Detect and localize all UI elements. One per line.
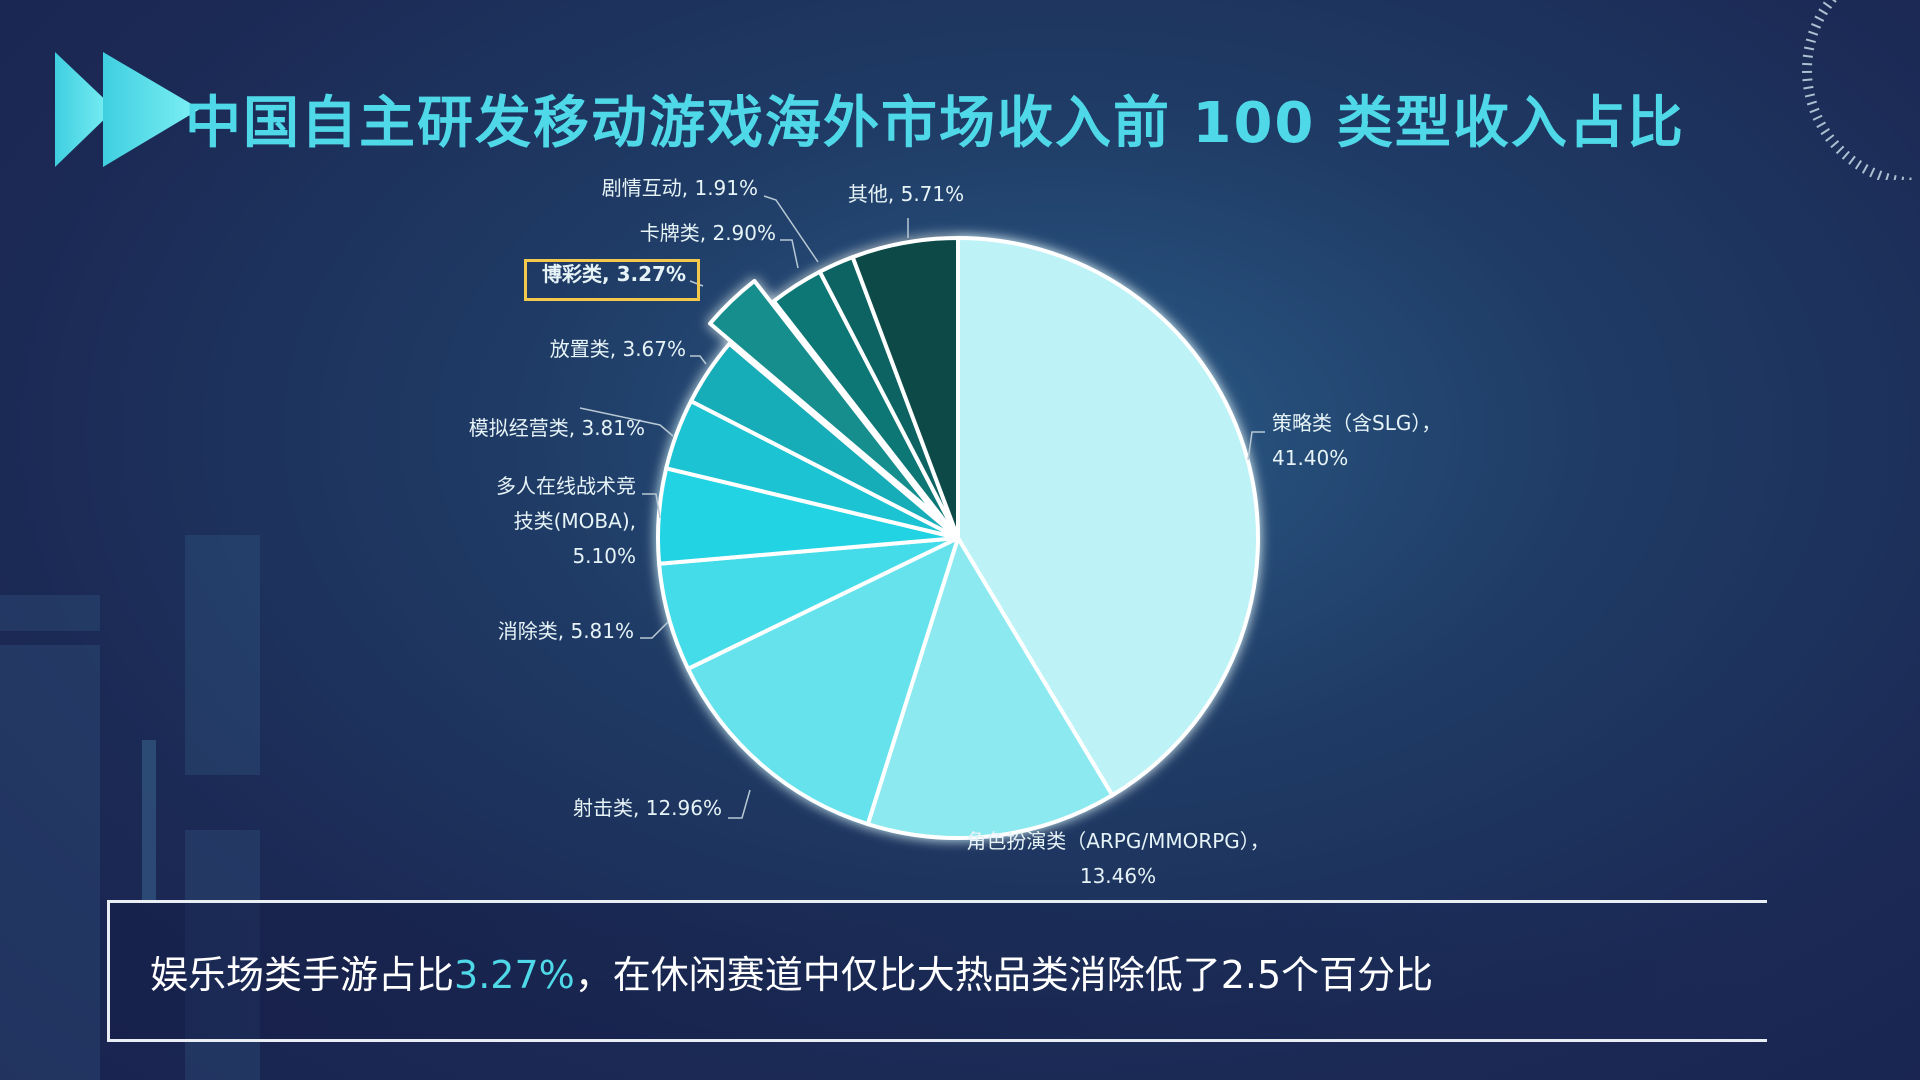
leader-line bbox=[579, 407, 674, 437]
leader-line bbox=[642, 493, 661, 519]
page-title: 中国自主研发移动游戏海外市场收入前 100 类型收入占比 bbox=[185, 91, 1685, 156]
slice-label: 放置类, 3.67% bbox=[550, 337, 686, 361]
leader-line bbox=[640, 621, 669, 639]
leader-line bbox=[780, 239, 799, 269]
decorative-bar bbox=[185, 535, 260, 775]
slice-label: 卡牌类, 2.90% bbox=[640, 221, 776, 245]
slice-label: 剧情互动, 1.91% bbox=[602, 176, 758, 200]
pie-slice bbox=[865, 536, 1115, 840]
title-banner bbox=[55, 52, 205, 167]
pie-slice bbox=[689, 341, 960, 540]
slice-label: 消除类, 5.81% bbox=[498, 619, 634, 643]
leader-line bbox=[728, 789, 751, 819]
slice-label: 模拟经营类, 3.81% bbox=[469, 416, 645, 440]
summary-prefix: 娱乐场类手游占比 bbox=[150, 953, 455, 997]
summary-text: 娱乐场类手游占比3.27%，在休闲赛道中仅比大热品类消除低了2.5个百分比 bbox=[150, 944, 1433, 999]
summary-suffix: ，在休闲赛道中仅比大热品类消除低了2.5个百分比 bbox=[574, 953, 1434, 997]
slice-label: 策略类（含SLG）， 41.40% bbox=[1272, 411, 1441, 470]
decorative-bar bbox=[0, 645, 100, 1080]
pie-slice bbox=[686, 536, 960, 827]
decorative-bar bbox=[142, 740, 156, 900]
pie-slice bbox=[708, 278, 941, 520]
leader-line bbox=[689, 280, 704, 287]
pie-slice bbox=[956, 236, 1260, 798]
slice-label: 角色扮演类（ARPG/MMORPG）， 13.46% bbox=[966, 829, 1270, 888]
summary-highlight-value: 3.27% bbox=[454, 953, 575, 997]
highlight-box-gambling bbox=[524, 259, 700, 301]
leader-line bbox=[763, 195, 819, 263]
leader-line bbox=[690, 355, 707, 365]
decorative-bar bbox=[0, 595, 100, 631]
summary-box bbox=[107, 900, 1767, 1042]
pie-slice bbox=[850, 236, 960, 540]
leader-line bbox=[1247, 431, 1265, 461]
slice-label: 多人在线战术竞技类(MOBA), 5.10% bbox=[496, 474, 636, 568]
slice-label: 博彩类, 3.27% bbox=[542, 262, 686, 286]
decorative-ring bbox=[1802, 0, 1912, 180]
slice-label: 其他, 5.71% bbox=[848, 182, 964, 206]
double-arrow-icon bbox=[55, 52, 200, 167]
slice-label: 射击类, 12.96% bbox=[573, 796, 722, 820]
